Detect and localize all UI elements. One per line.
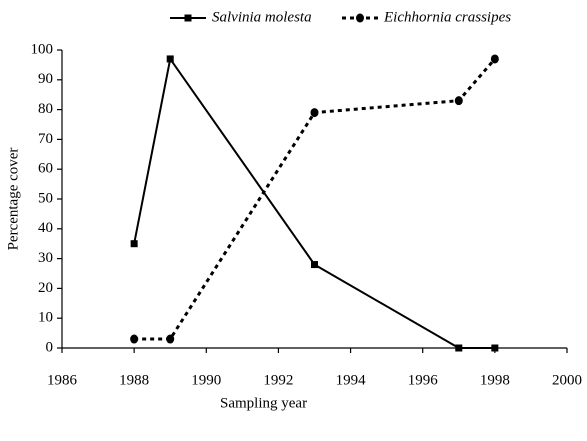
marker xyxy=(455,344,463,352)
marker xyxy=(166,55,174,63)
marker xyxy=(310,108,319,118)
y-tick-label: 30 xyxy=(38,250,53,266)
legend-marker xyxy=(184,14,192,22)
x-tick-label: 1998 xyxy=(480,372,510,388)
x-tick-label: 1986 xyxy=(47,372,78,388)
marker xyxy=(130,334,139,344)
x-tick-label: 2000 xyxy=(552,372,582,388)
y-tick-label: 100 xyxy=(31,41,54,57)
series-line xyxy=(134,57,496,341)
x-tick-label: 1996 xyxy=(408,372,439,388)
y-tick-label: 50 xyxy=(38,190,53,206)
marker xyxy=(166,334,175,344)
y-tick-label: 60 xyxy=(38,161,53,177)
y-tick-label: 70 xyxy=(38,131,53,147)
y-tick-label: 20 xyxy=(38,280,53,296)
x-tick-label: 1988 xyxy=(119,372,149,388)
series-line xyxy=(133,56,495,349)
legend-label: Salvinia molesta xyxy=(212,9,312,25)
y-axis-label: Percentage cover xyxy=(5,148,21,251)
y-tick-label: 0 xyxy=(46,339,54,355)
marker xyxy=(311,261,318,269)
x-tick-label: 1990 xyxy=(191,372,221,388)
x-tick-label: 1992 xyxy=(263,372,293,388)
x-tick-label: 1994 xyxy=(336,372,367,388)
y-tick-label: 80 xyxy=(38,101,53,117)
y-tick-label: 10 xyxy=(38,310,53,326)
marker xyxy=(490,54,499,64)
y-tick-label: 40 xyxy=(38,220,53,236)
marker xyxy=(491,344,499,352)
legend-label: Eichhornia crassipes xyxy=(383,9,511,25)
x-axis-label: Sampling year xyxy=(220,395,307,411)
marker xyxy=(454,96,463,106)
marker xyxy=(130,240,138,248)
legend-marker xyxy=(356,13,364,23)
y-tick-label: 90 xyxy=(38,71,53,87)
